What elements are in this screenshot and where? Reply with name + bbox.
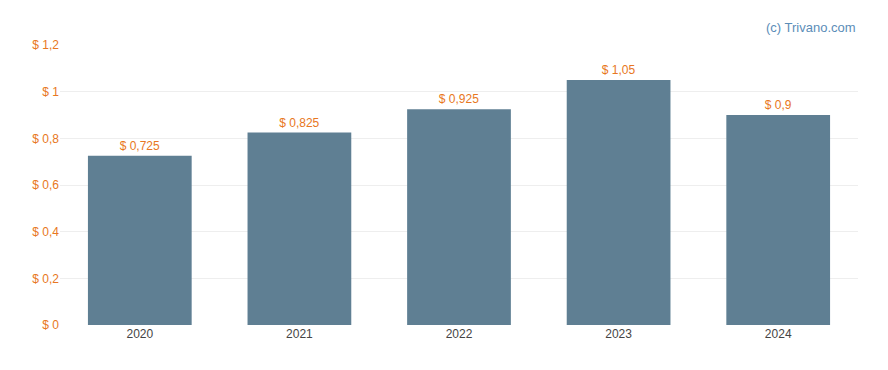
svg-text:$ 0,925: $ 0,925 <box>439 92 479 106</box>
svg-text:$ 0,4: $ 0,4 <box>32 225 59 239</box>
svg-text:$ 1,05: $ 1,05 <box>602 63 636 77</box>
svg-text:2023: 2023 <box>605 327 632 341</box>
svg-text:$ 1: $ 1 <box>42 85 59 99</box>
svg-text:$ 0,825: $ 0,825 <box>279 116 319 130</box>
svg-text:$ 0: $ 0 <box>42 318 59 332</box>
svg-text:(c) Trivano.com: (c) Trivano.com <box>766 20 856 35</box>
svg-text:$ 0,725: $ 0,725 <box>120 139 160 153</box>
svg-text:$ 0,9: $ 0,9 <box>765 98 792 112</box>
svg-text:2020: 2020 <box>126 327 153 341</box>
svg-text:2022: 2022 <box>446 327 473 341</box>
svg-text:2021: 2021 <box>286 327 313 341</box>
svg-text:$ 1,2: $ 1,2 <box>32 38 59 52</box>
svg-text:$ 0,6: $ 0,6 <box>32 178 59 192</box>
svg-text:$ 0,2: $ 0,2 <box>32 272 59 286</box>
svg-text:$ 0,8: $ 0,8 <box>32 132 59 146</box>
svg-text:2024: 2024 <box>765 327 792 341</box>
